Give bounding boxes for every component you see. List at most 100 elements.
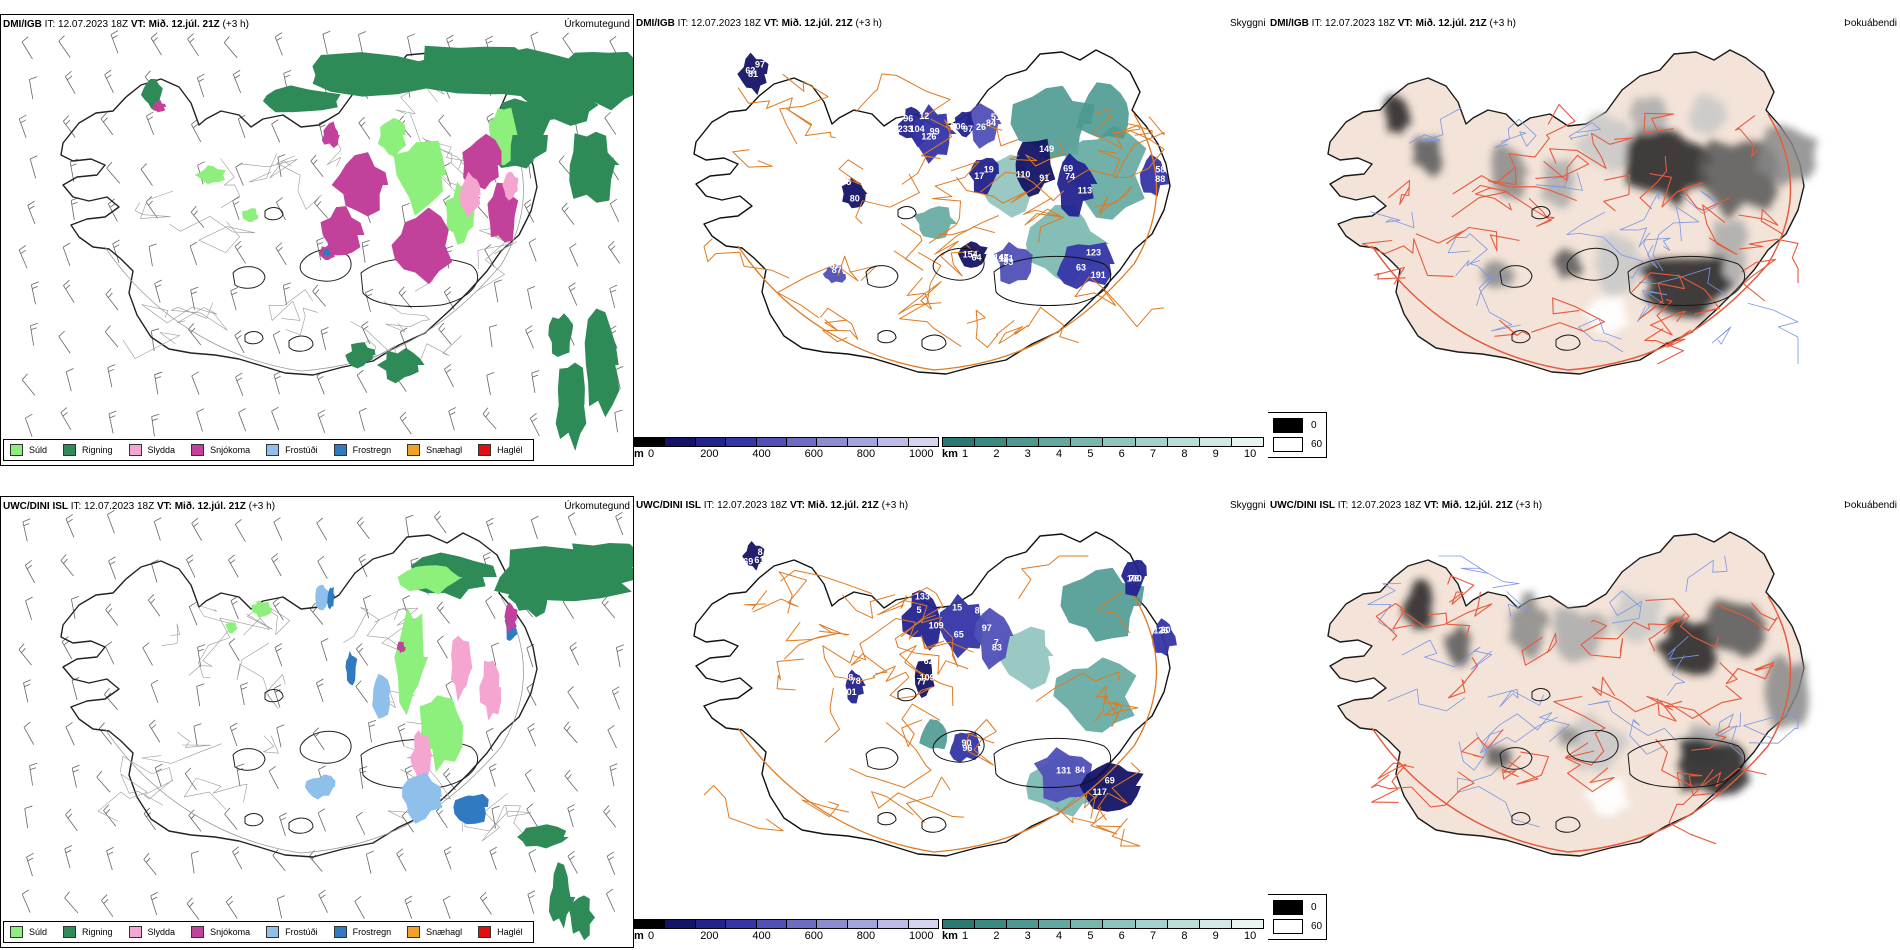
visibility-value-label: 113 [1078,185,1093,195]
visibility-value-label: 126 [921,132,936,142]
legend-item-haglel: Haglél [478,926,523,938]
visibility-value-label: 83 [992,643,1002,653]
visibility-value-label: 67 [830,261,840,271]
visibility-value-label: 147 [994,253,1009,263]
visibility-map-dmi: DMI/IGB IT: 12.07.2023 18Z VT: Mið. 12.j… [634,14,1268,466]
visibility-value-label: 126 [1153,625,1168,635]
visibility-value-label: 87 [975,605,985,615]
visibility-value-label: 191 [1091,270,1106,280]
visibility-value-label: 99 [930,127,940,137]
scale-unit: km [942,930,958,942]
visibility-value-label: 20 [1160,625,1170,635]
visibility-value-label: 8 [758,547,763,557]
visibility-value-label: 97 [963,124,973,134]
scale-tick: 0 [648,448,655,460]
visibility-value-label: 81 [748,69,758,79]
visibility-value-label: 233 [898,124,913,134]
legend-item-snaehagl: Snæhagl [407,444,462,456]
visibility-scale-m: m 0 200 400 600 800 1000 [634,437,939,461]
visibility-value-label: 80 [850,194,860,204]
scale-tick: 1 [962,448,969,460]
scale-tick: 0 [648,930,655,942]
precip-legend: Súld Rigning Slydda Snjókoma Frostúði Fr… [3,439,534,461]
visibility-value-label: 84 [986,118,996,128]
visibility-value-label: 109 [929,620,944,630]
scale-tick: 7 [1150,448,1157,460]
precip-map [18,510,633,941]
scale-tick: 5 [1087,930,1094,942]
legend-item-rigning: Rigning [63,444,113,456]
visibility-value-label: 206 [950,121,965,131]
visibility-value-label: 78 [851,676,861,686]
legend-item-rigning: Rigning [63,926,113,938]
panel-title: UWC/DINI ISL IT: 12.07.2023 18Z VT: Mið.… [636,500,909,511]
scale-tick: 9 [1212,930,1219,942]
product-name: Úrkomutegund [564,501,630,512]
visibility-map: 6910915971097890131691002085657779896841… [693,531,1177,857]
fog-index-map-dmi: DMI/IGB IT: 12.07.2023 18Z VT: Mið. 12.j… [1268,14,1900,466]
visibility-value-label: 7 [994,637,999,647]
scale-tick: 3 [1024,930,1031,942]
panel-title: DMI/IGB IT: 12.07.2023 18Z VT: Mið. 12.j… [1270,18,1516,29]
scale-tick: 5 [1087,448,1094,460]
visibility-value-label: 97 [982,623,992,633]
product-name: Skyggni [1230,18,1266,29]
visibility-value-label: 88 [1155,174,1165,184]
visibility-value-label: 51 [991,112,1001,122]
legend-item-haglel: Haglél [478,444,523,456]
legend-item-slydda: Slydda [128,926,175,938]
visibility-value-label: 110 [1016,170,1031,180]
precip-type-map-dmi: DMI/IGB IT: 12.07.2023 18Z VT: Mið. 12.j… [0,14,634,466]
fog-legend: 0 60 [1268,412,1327,458]
visibility-value-label: 74 [1065,172,1075,182]
visibility-value-label: 149 [1039,144,1054,154]
legend-item-frostudi: Frostúði [266,444,318,456]
scale-tick: 6 [1118,930,1125,942]
visibility-value-label: 62 [745,65,755,75]
visibility-scale-m: m 0 200 400 600 800 1000 [634,919,939,943]
visibility-value-label: 75 [841,177,851,187]
panel-title: DMI/IGB IT: 12.07.2023 18Z VT: Mið. 12.j… [3,19,249,30]
product-name: Þokuábendi [1844,18,1897,29]
scale-tick: 7 [1150,930,1157,942]
legend-item-frostregn: Frostregn [333,444,391,456]
legend-item-slydda: Slydda [128,444,175,456]
scale-tick: 4 [1056,930,1063,942]
visibility-value-label: 109 [920,673,935,683]
scale-tick: 10 [1244,448,1257,460]
scale-tick: 4 [1056,448,1063,460]
visibility-value-label: 62 [924,656,934,666]
visibility-value-label: 96 [903,114,913,124]
visibility-value-label: 26 [976,122,986,132]
visibility-map-uwc: UWC/DINI ISL IT: 12.07.2023 18Z VT: Mið.… [634,496,1268,948]
legend-item-sudl: Súld [10,444,47,456]
visibility-value-label: 69 [1063,164,1073,174]
visibility-value-label: 19 [984,165,994,175]
visibility-scale-km: km 1 2 3 4 5 6 7 8 9 10 [942,919,1264,943]
scale-tick: 200 [700,448,719,460]
visibility-value-label: 93 [1003,257,1013,267]
scale-tick: 400 [752,930,771,942]
scale-tick: 600 [804,448,823,460]
panel-title: UWC/DINI ISL IT: 12.07.2023 18Z VT: Mið.… [3,501,276,512]
scale-tick: 2 [993,448,1000,460]
scale-tick: 1000 [909,930,934,942]
visibility-value-label: 123 [1086,248,1101,258]
scale-tick: 1000 [909,448,934,460]
legend-item-snaehagl: Snæhagl [407,926,462,938]
scale-tick: 3 [1024,448,1031,460]
legend-item-snjokoma: Snjókoma [191,444,250,456]
legend-item-frostregn: Frostregn [333,926,391,938]
product-name: Skyggni [1230,500,1266,511]
visibility-value-label: 98 [843,672,853,682]
legend-item-sudl: Súld [10,926,47,938]
scale-tick: 2 [993,930,1000,942]
visibility-value-label: 65 [954,629,964,639]
scale-tick: 800 [856,448,876,460]
visibility-scale-km: km 1 2 3 4 5 6 7 8 9 10 [942,437,1264,461]
visibility-value-label: 58 [1155,164,1165,174]
scale-tick: 200 [700,930,719,942]
visibility-value-label: 96 [962,743,972,753]
scale-tick: 10 [1244,930,1257,942]
